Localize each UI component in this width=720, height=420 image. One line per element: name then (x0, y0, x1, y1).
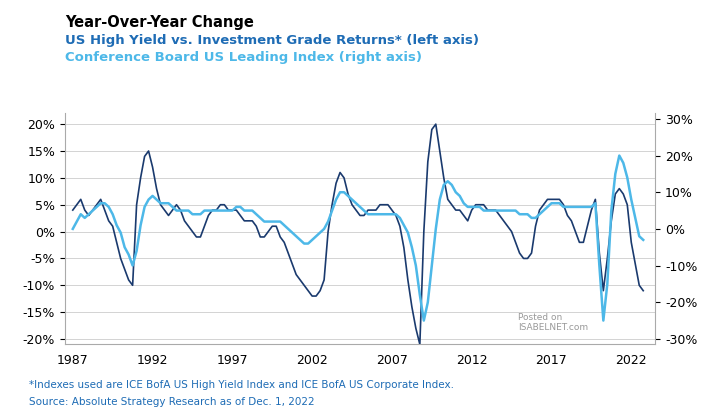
Text: Source: Absolute Strategy Research as of Dec. 1, 2022: Source: Absolute Strategy Research as of… (29, 397, 315, 407)
Text: Posted on
ISABELNET.com: Posted on ISABELNET.com (518, 313, 588, 332)
Text: *Indexes used are ICE BofA US High Yield Index and ICE BofA US Corporate Index.: *Indexes used are ICE BofA US High Yield… (29, 380, 454, 390)
Text: Conference Board US Leading Index (right axis): Conference Board US Leading Index (right… (65, 51, 422, 64)
Text: Year-Over-Year Change: Year-Over-Year Change (65, 15, 253, 30)
Text: US High Yield vs. Investment Grade Returns* (left axis): US High Yield vs. Investment Grade Retur… (65, 34, 479, 47)
